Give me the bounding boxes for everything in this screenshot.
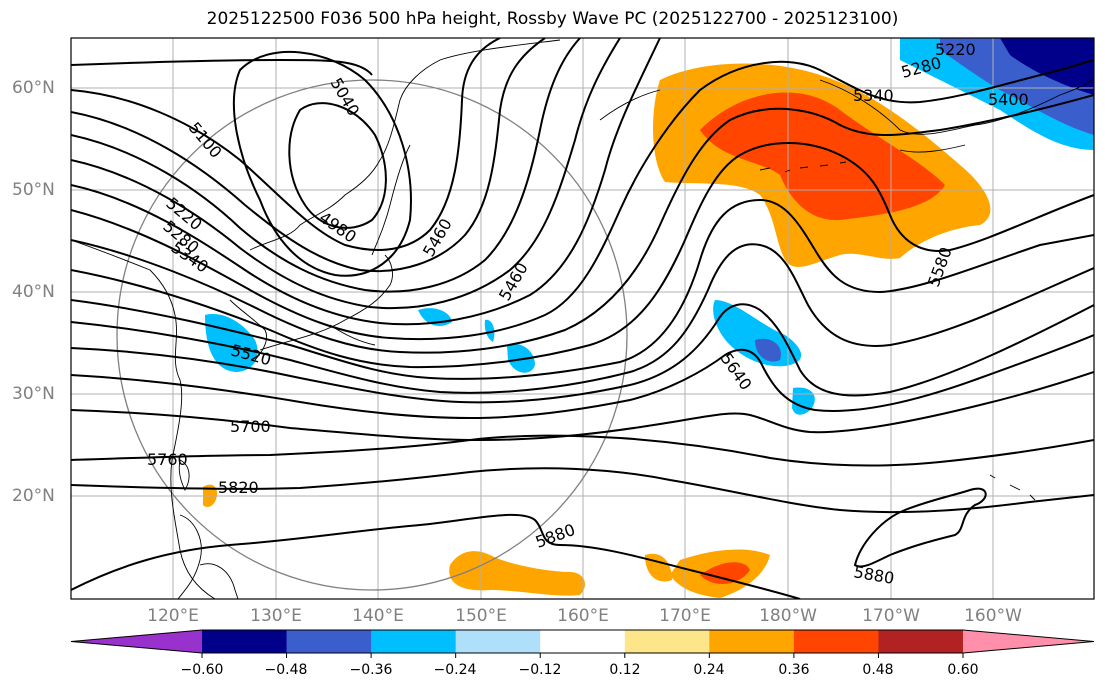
- map-frame: [70, 37, 1095, 600]
- colorbar-tick-label: −0.24: [433, 662, 477, 678]
- colorbar-tick-label: 0.60: [947, 662, 979, 678]
- colorbar-tick-label: −0.60: [180, 662, 224, 678]
- contour-label: 5700: [230, 417, 271, 436]
- colorbar: [70, 629, 1095, 658]
- lat-label-60: 60°N: [12, 78, 55, 98]
- colorbar-segment: [540, 630, 626, 653]
- contour-label: 5340: [853, 86, 894, 105]
- contour-label: 5400: [988, 90, 1029, 109]
- colorbar-tick-label: 0.24: [693, 662, 725, 678]
- contour-label: 5220: [935, 40, 976, 59]
- colorbar-segment: [709, 630, 795, 653]
- colorbar-tick-label: −0.48: [264, 662, 308, 678]
- colorbar-segment: [455, 630, 541, 653]
- lon-label-140e: 140°E: [352, 606, 404, 626]
- colorbar-segment: [624, 630, 710, 653]
- lon-label-120e: 120°E: [147, 606, 199, 626]
- colorbar-tick-label: 0.12: [609, 662, 641, 678]
- colorbar-segment: [963, 630, 1094, 653]
- colorbar-tick-label: 0.48: [862, 662, 894, 678]
- lat-label-50: 50°N: [12, 180, 55, 200]
- contour-label: 5760: [147, 450, 188, 469]
- lon-label-160w: 160°W: [964, 606, 1022, 626]
- colorbar-segment: [371, 630, 457, 653]
- contour-label: 5820: [218, 478, 259, 497]
- lon-label-170e: 170°E: [659, 606, 711, 626]
- lat-label-20: 20°N: [12, 486, 55, 506]
- lat-label-40: 40°N: [12, 282, 55, 302]
- colorbar-segment: [286, 630, 372, 653]
- colorbar-tick-label: 0.36: [778, 662, 810, 678]
- lon-label-130e: 130°E: [250, 606, 302, 626]
- height-contours: [71, 38, 1094, 599]
- range-circle: [116, 79, 628, 591]
- colorbar-tick-label: −0.36: [349, 662, 393, 678]
- colorbar-segment: [878, 630, 964, 653]
- colorbar-segment: [71, 630, 202, 653]
- lon-label-180w: 180°W: [759, 606, 817, 626]
- colorbar-tick-label: −0.12: [518, 662, 562, 678]
- lon-label-170w: 170°W: [862, 606, 920, 626]
- lon-label-150e: 150°E: [455, 606, 507, 626]
- anomaly-shading: [203, 38, 1094, 598]
- map-title: 2025122500 F036 500 hPa height, Rossby W…: [206, 9, 899, 29]
- colorbar-segment: [202, 630, 288, 653]
- lat-label-30: 30°N: [12, 384, 55, 404]
- colorbar-segment: [793, 630, 879, 653]
- coastlines: [71, 39, 1094, 599]
- lon-label-160e: 160°E: [557, 606, 609, 626]
